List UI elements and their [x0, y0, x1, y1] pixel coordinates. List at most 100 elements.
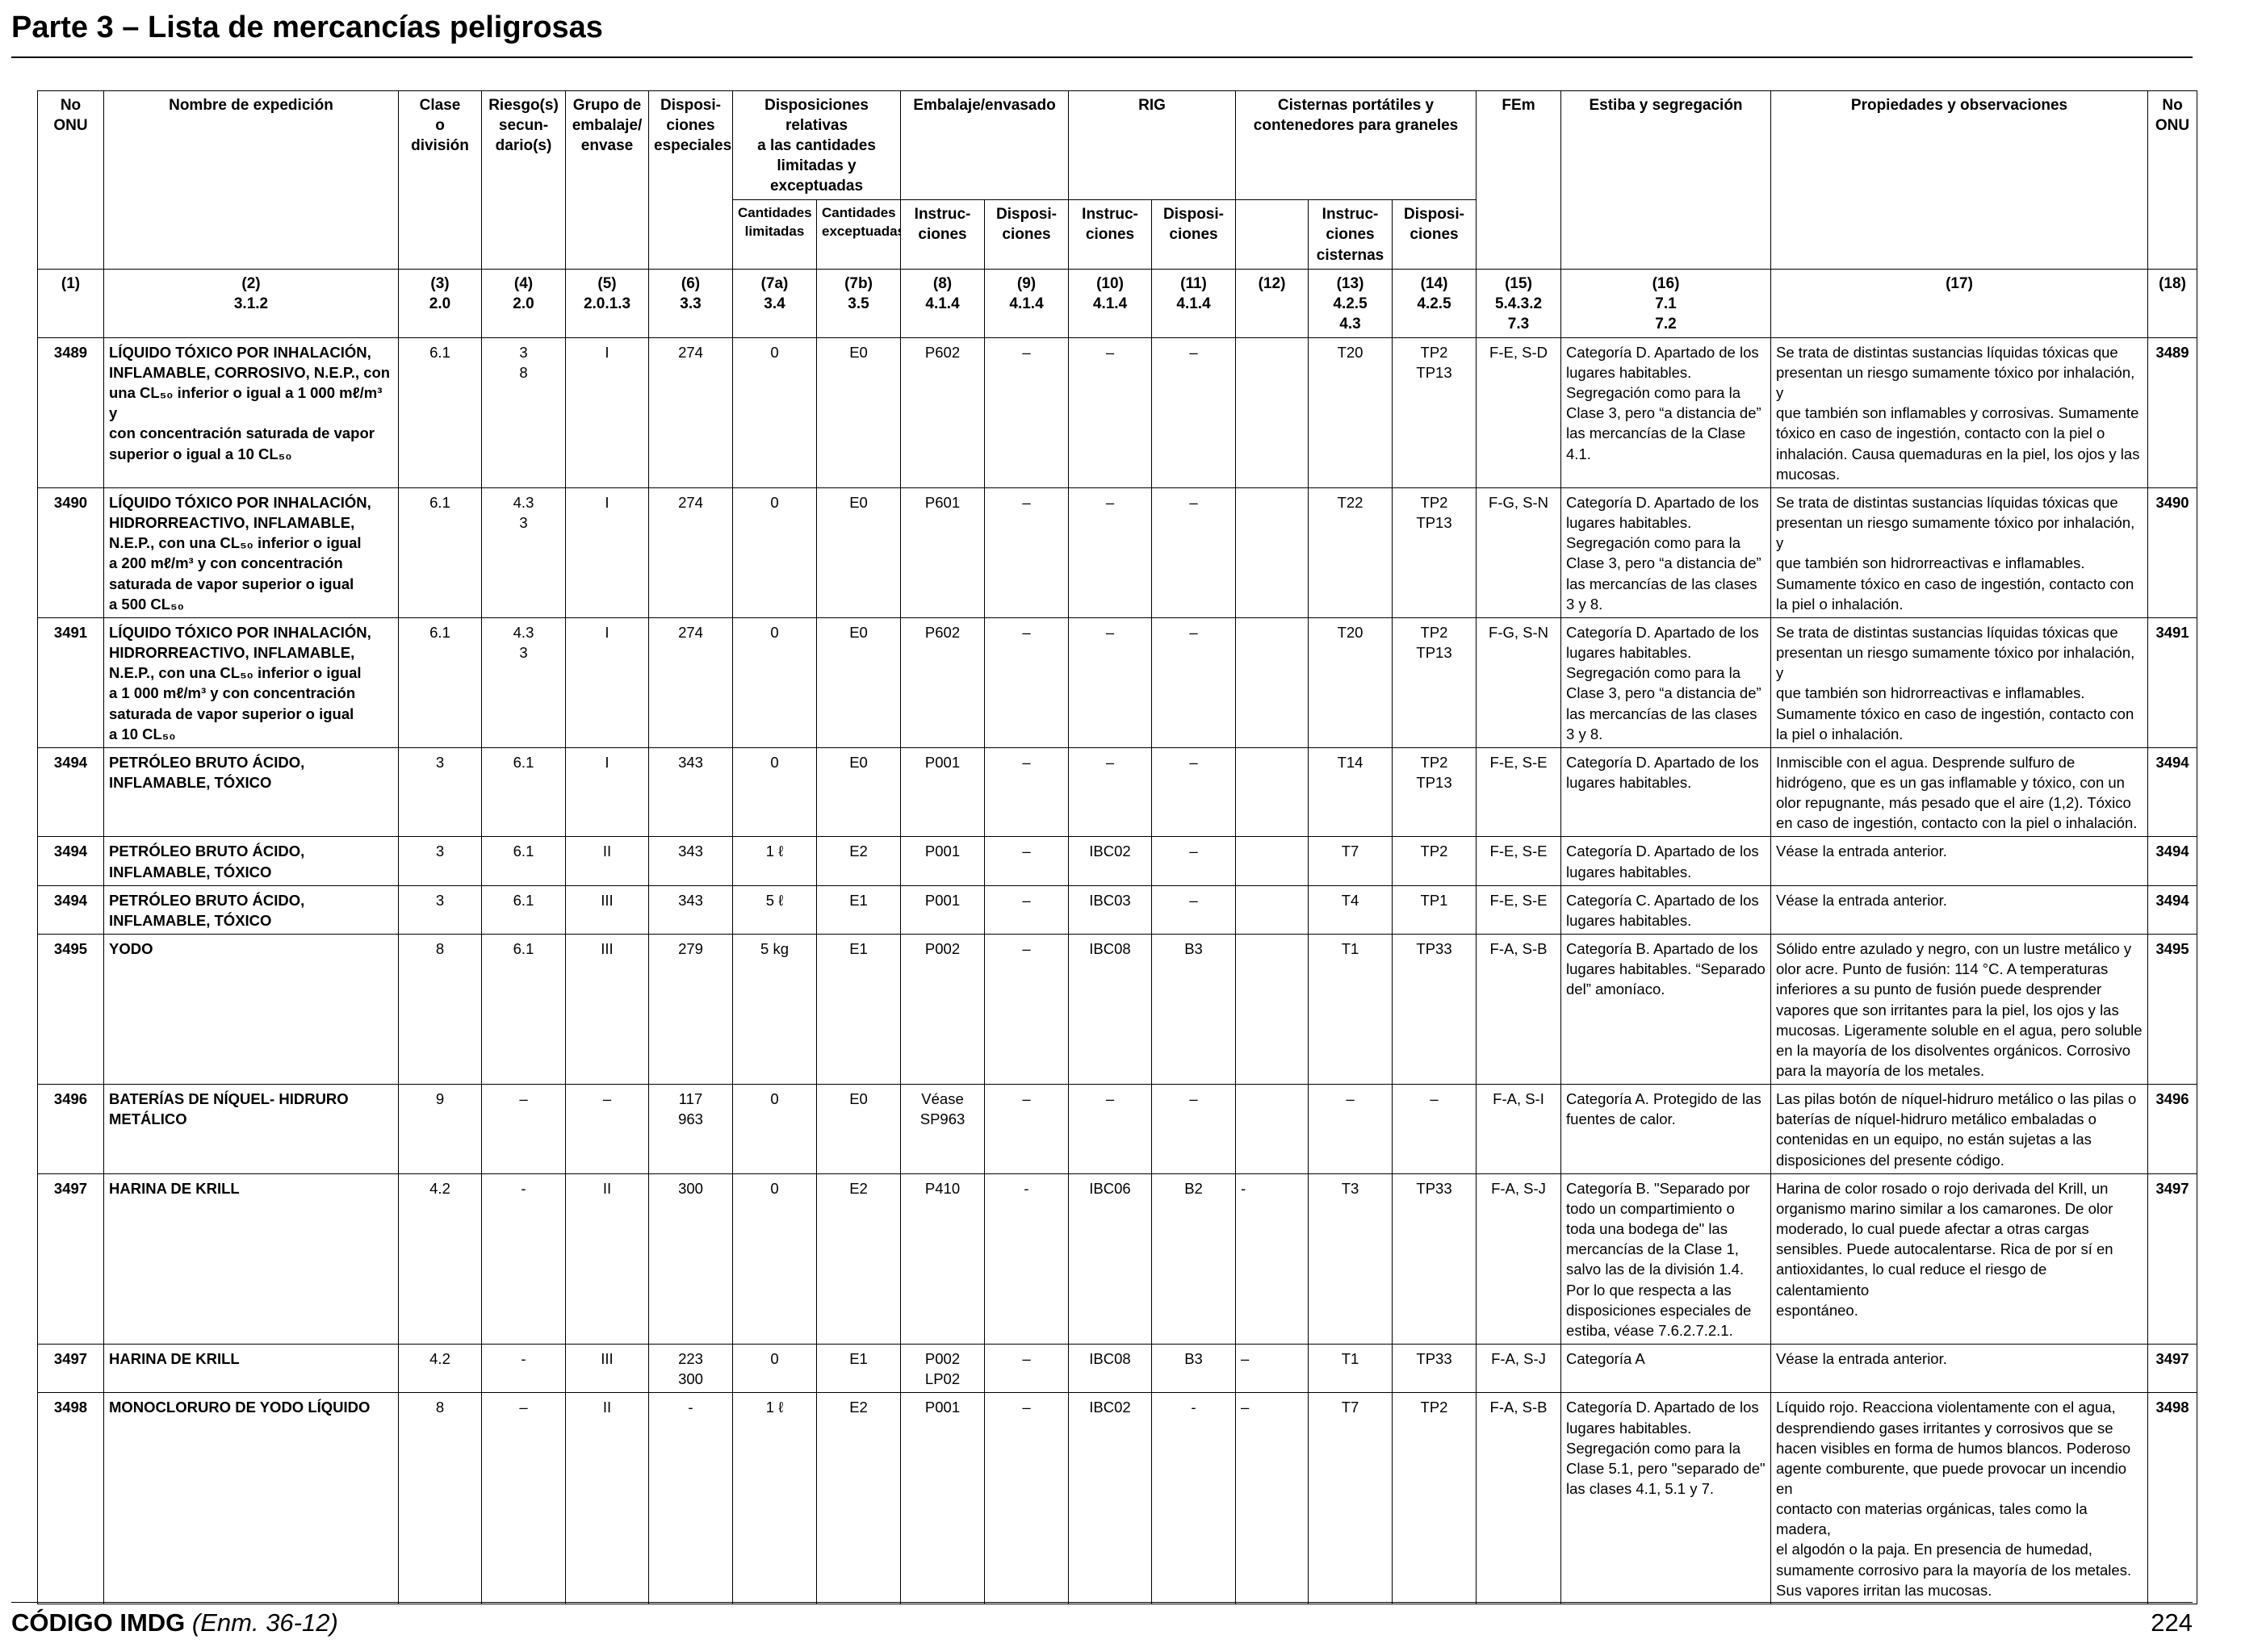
cell-subsidiary-risk: 4.3 3	[481, 487, 566, 618]
cell-packing-instruction: P410	[900, 1173, 986, 1345]
cell-tank-provision: TP33	[1392, 1173, 1477, 1345]
cell-tank-instruction: T7	[1308, 1392, 1393, 1604]
cell-ems: F-A, S-B	[1476, 934, 1562, 1085]
column-reference: (7b) 3.5	[815, 268, 902, 338]
cell-shipping-name: LÍQUIDO TÓXICO POR INHALACIÓN, INFLAMABLE…	[103, 337, 399, 488]
cell-stowage: Categoría C. Apartado de los lugares habi…	[1560, 885, 1772, 935]
cell-packing-instruction: P601	[900, 487, 986, 618]
cell-packing-instruction: P602	[900, 337, 986, 488]
cell-onu: 3494	[37, 836, 104, 886]
cell-packing-provision: -	[984, 1173, 1070, 1345]
table-row: 3497 HARINA DE KRILL 4.2- III 223 300 0 E1 P002 L…	[37, 1344, 2198, 1394]
column-reference: (10) 4.1.4	[1068, 268, 1153, 338]
col-header-ems: FEm	[1476, 90, 1562, 270]
col-subheader-tank-empty	[1235, 199, 1309, 270]
cell-stowage: Categoría D. Apartado de los lugares habi…	[1560, 1392, 1772, 1604]
cell-ibc-provision: B2	[1151, 1173, 1237, 1345]
cell-packing-instruction: P002	[900, 934, 986, 1085]
column-reference: (18)	[2147, 268, 2198, 338]
cell-tank-instruction: –	[1308, 1084, 1393, 1174]
col-header-onu-right: No ONU	[2147, 90, 2198, 270]
cell-onu: 3489	[37, 337, 104, 488]
cell-packing-provision: –	[984, 1344, 1070, 1394]
cell-properties: Inmiscible con el agua. Desprende sulfur…	[1770, 747, 2149, 838]
column-reference: (7a) 3.4	[732, 268, 817, 338]
cell-packing-instruction: P001	[900, 836, 986, 886]
cell-packing-instruction: P001	[900, 1392, 986, 1604]
cell-ibc-instruction: IBC06	[1068, 1173, 1153, 1345]
col-header-ibc: RIG	[1068, 90, 1237, 201]
cell-stowage: Categoría A	[1560, 1344, 1772, 1394]
cell-properties: Véase la entrada anterior.	[1770, 836, 2149, 886]
cell-tank-instruction: T4	[1308, 885, 1393, 935]
footer-edition: (Enm. 36-12)	[191, 1608, 338, 1637]
cell-packing-instruction: P002 LP02	[900, 1344, 986, 1394]
cell-tank-provision: TP2 TP13	[1392, 487, 1477, 618]
footer-code: CÓDIGO IMDG (Enm. 36-12)	[11, 1608, 338, 1637]
cell-tank-instruction: T3	[1308, 1173, 1393, 1345]
cell-onu: 3498	[37, 1392, 104, 1604]
cell-ibc-provision: –	[1151, 487, 1237, 618]
column-reference: (9) 4.1.4	[984, 268, 1070, 338]
cell-stowage: Categoría D. Apartado de los lugares habi…	[1560, 617, 1772, 748]
cell-packing-group: III	[565, 934, 649, 1085]
cell-packing-group: I	[565, 487, 649, 618]
table-row: 3489 LÍQUIDO TÓXICO POR INHALACIÓN, INFLAM…	[37, 337, 2198, 488]
cell-subsidiary-risk: 6.1	[481, 885, 566, 935]
column-reference: (1)	[37, 268, 104, 338]
cell-tank-instruction: T1	[1308, 934, 1393, 1085]
cell-ibc-instruction: –	[1068, 747, 1153, 838]
cell-column-12: -	[1235, 1173, 1309, 1345]
cell-ibc-provision: –	[1151, 617, 1237, 748]
cell-excepted-quantity: E0	[815, 1084, 902, 1174]
cell-ibc-instruction: IBC08	[1068, 934, 1153, 1085]
cell-onu: 3494	[37, 747, 104, 838]
cell-excepted-quantity: E2	[815, 1173, 902, 1345]
cell-class: 6.1	[398, 487, 482, 618]
cell-shipping-name: PETRÓLEO BRUTO ÁCIDO, INFLAMABLE, TÓXICO	[103, 747, 399, 838]
cell-shipping-name: LÍQUIDO TÓXICO POR INHALACIÓN, HIDRORREAC…	[103, 617, 399, 748]
cell-packing-instruction: P001	[900, 747, 986, 838]
cell-stowage: Categoría D. Apartado de los lugares habi…	[1560, 337, 1772, 488]
table-row: 3497 HARINA DE KRILL 4.2- II 300 0 E2 P410- IBC0…	[37, 1173, 2198, 1345]
cell-subsidiary-risk: 4.3 3	[481, 617, 566, 748]
cell-properties: Se trata de distintas sustancias líquida…	[1770, 337, 2149, 488]
cell-excepted-quantity: E2	[815, 836, 902, 886]
cell-packing-provision: –	[984, 934, 1070, 1085]
reference-row: (1) (2) 3.1.2 (3) 2.0 (4) 2.0 (5) 2.0.1.3 (6) 3.3(…	[37, 268, 2198, 338]
cell-properties: Se trata de distintas sustancias líquida…	[1770, 487, 2149, 618]
col-header-name: Nombre de expedición	[103, 90, 399, 270]
cell-ibc-provision: –	[1151, 1084, 1237, 1174]
cell-limited-quantity: 0	[732, 747, 817, 838]
cell-properties: Se trata de distintas sustancias líquida…	[1770, 617, 2149, 748]
cell-special-provisions: -	[648, 1392, 733, 1604]
header-row-2: Cantidades limitadas Cantidades exceptuada…	[38, 199, 2197, 270]
table-row: 3496 BATERÍAS DE NÍQUEL- HIDRURO METÁLICO 9…	[37, 1084, 2198, 1174]
cell-column-12: –	[1235, 1344, 1309, 1394]
col-subheader-ibc-instructions: Instruc-ciones	[1068, 199, 1153, 270]
cell-special-provisions: 343	[648, 836, 733, 886]
column-reference: (17)	[1770, 268, 2149, 338]
cell-shipping-name: BATERÍAS DE NÍQUEL- HIDRURO METÁLICO	[103, 1084, 399, 1174]
cell-special-provisions: 117 963	[648, 1084, 733, 1174]
cell-ibc-instruction: –	[1068, 337, 1153, 488]
cell-limited-quantity: 0	[732, 487, 817, 618]
cell-class: 8	[398, 1392, 482, 1604]
cell-tank-provision: TP2 TP13	[1392, 337, 1477, 488]
cell-tank-provision: TP2	[1392, 836, 1477, 886]
col-header-packing: Embalaje/envasado	[900, 90, 1070, 201]
cell-onu: 3494	[37, 885, 104, 935]
col-subheader-limited: Cantidades limitadas	[732, 199, 817, 270]
cell-class: 6.1	[398, 337, 482, 488]
cell-shipping-name: MONOCLORURO DE YODO LÍQUIDO	[103, 1392, 399, 1604]
cell-shipping-name: HARINA DE KRILL	[103, 1344, 399, 1394]
col-subheader-ibc-provisions: Disposi-ciones	[1151, 199, 1237, 270]
page-number: 224	[2151, 1608, 2193, 1637]
cell-limited-quantity: 0	[732, 1344, 817, 1394]
cell-stowage: Categoría B. Apartado de los lugares habi…	[1560, 934, 1772, 1085]
cell-column-12	[1235, 1084, 1309, 1174]
cell-onu-right: 3495	[2147, 934, 2198, 1085]
col-subheader-packing-instructions: Instruc-ciones	[900, 199, 986, 270]
cell-subsidiary-risk: 6.1	[481, 747, 566, 838]
